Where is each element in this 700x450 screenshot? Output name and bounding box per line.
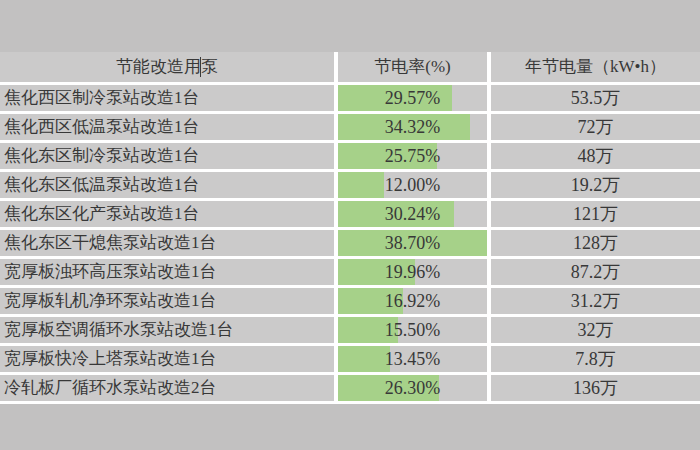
saving-rate-cell[interactable]: 15.50%: [338, 317, 487, 343]
saving-rate-value: 16.92%: [385, 291, 441, 311]
saving-rate-cell[interactable]: 34.32%: [338, 114, 487, 140]
annual-saving-cell[interactable]: 19.2万: [491, 172, 700, 198]
annual-saving-cell[interactable]: 121万: [491, 201, 700, 227]
pump-name-cell[interactable]: 冷轧板厂循环水泵站改造2台: [0, 375, 334, 401]
column-header-annual-saving[interactable]: 年节电量（kW•h）: [491, 52, 700, 82]
annual-saving-cell[interactable]: 136万: [491, 375, 700, 401]
table-row: 宽厚板浊环高压泵站改造1台 19.96% 87.2万: [0, 259, 700, 288]
saving-rate-data-bar: [338, 172, 384, 198]
table-row: 焦化东区化产泵站改造1台 30.24% 121万: [0, 201, 700, 230]
pump-name-cell[interactable]: 焦化东区低温泵站改造1台: [0, 172, 334, 198]
column-header-pump[interactable]: 节能改造用泵: [0, 52, 334, 82]
saving-rate-value: 19.96%: [385, 262, 441, 282]
pump-name-cell[interactable]: 焦化西区低温泵站改造1台: [0, 114, 334, 140]
saving-rate-cell[interactable]: 19.96%: [338, 259, 487, 285]
saving-rate-value: 30.24%: [385, 204, 441, 224]
pump-name-cell[interactable]: 宽厚板浊环高压泵站改造1台: [0, 259, 334, 285]
pump-name-cell[interactable]: 宽厚板空调循环水泵站改造1台: [0, 317, 334, 343]
pump-name-cell[interactable]: 宽厚板快冷上塔泵站改造1台: [0, 346, 334, 372]
table-header-row: 节能改造用泵 节电率(%) 年节电量（kW•h）: [0, 52, 700, 85]
saving-rate-cell[interactable]: 38.70%: [338, 230, 487, 256]
text-cursor: [200, 57, 201, 77]
saving-rate-value: 25.75%: [385, 146, 441, 166]
annual-saving-cell[interactable]: 31.2万: [491, 288, 700, 314]
saving-rate-cell[interactable]: 30.24%: [338, 201, 487, 227]
table-row: 宽厚板轧机净环泵站改造1台 16.92% 31.2万: [0, 288, 700, 317]
energy-saving-table: 节能改造用泵 节电率(%) 年节电量（kW•h） 焦化西区制冷泵站改造1台 29.…: [0, 52, 700, 404]
table-row: 焦化东区低温泵站改造1台 12.00% 19.2万: [0, 172, 700, 201]
column-header-saving-rate-label: 节电率(%): [374, 57, 450, 76]
annual-saving-cell[interactable]: 128万: [491, 230, 700, 256]
table-row: 焦化东区制冷泵站改造1台 25.75% 48万: [0, 143, 700, 172]
page: 节能改造用泵 节电率(%) 年节电量（kW•h） 焦化西区制冷泵站改造1台 29.…: [0, 0, 700, 450]
table-row: 冷轧板厂循环水泵站改造2台 26.30% 136万: [0, 375, 700, 404]
saving-rate-data-bar: [338, 346, 390, 372]
pump-name-cell[interactable]: 宽厚板轧机净环泵站改造1台: [0, 288, 334, 314]
saving-rate-cell[interactable]: 26.30%: [338, 375, 487, 401]
saving-rate-value: 26.30%: [385, 378, 441, 398]
saving-rate-value: 15.50%: [385, 320, 441, 340]
pump-name-cell[interactable]: 焦化东区制冷泵站改造1台: [0, 143, 334, 169]
saving-rate-cell[interactable]: 13.45%: [338, 346, 487, 372]
table-row: 宽厚板空调循环水泵站改造1台 15.50% 32万: [0, 317, 700, 346]
pump-name-cell[interactable]: 焦化东区化产泵站改造1台: [0, 201, 334, 227]
column-header-saving-rate[interactable]: 节电率(%): [338, 52, 487, 82]
table-row: 焦化西区制冷泵站改造1台 29.57% 53.5万: [0, 85, 700, 114]
saving-rate-cell[interactable]: 29.57%: [338, 85, 487, 111]
annual-saving-cell[interactable]: 32万: [491, 317, 700, 343]
table-body: 焦化西区制冷泵站改造1台 29.57% 53.5万焦化西区低温泵站改造1台 34.32…: [0, 85, 700, 404]
column-header-pump-label: 节能改造用泵: [116, 57, 218, 76]
table-row: 宽厚板快冷上塔泵站改造1台 13.45% 7.8万: [0, 346, 700, 375]
table-row: 焦化东区干熄焦泵站改造1台 38.70% 128万: [0, 230, 700, 259]
annual-saving-cell[interactable]: 87.2万: [491, 259, 700, 285]
annual-saving-cell[interactable]: 72万: [491, 114, 700, 140]
saving-rate-value: 12.00%: [385, 175, 441, 195]
annual-saving-cell[interactable]: 53.5万: [491, 85, 700, 111]
saving-rate-value: 29.57%: [385, 88, 441, 108]
annual-saving-cell[interactable]: 7.8万: [491, 346, 700, 372]
pump-name-cell[interactable]: 焦化东区干熄焦泵站改造1台: [0, 230, 334, 256]
saving-rate-value: 13.45%: [385, 349, 441, 369]
saving-rate-value: 34.32%: [385, 117, 441, 137]
saving-rate-cell[interactable]: 12.00%: [338, 172, 487, 198]
pump-name-cell[interactable]: 焦化西区制冷泵站改造1台: [0, 85, 334, 111]
saving-rate-cell[interactable]: 25.75%: [338, 143, 487, 169]
saving-rate-value: 38.70%: [385, 233, 441, 253]
saving-rate-cell[interactable]: 16.92%: [338, 288, 487, 314]
annual-saving-cell[interactable]: 48万: [491, 143, 700, 169]
table-row: 焦化西区低温泵站改造1台 34.32% 72万: [0, 114, 700, 143]
column-header-annual-saving-label: 年节电量（kW•h）: [525, 57, 666, 76]
